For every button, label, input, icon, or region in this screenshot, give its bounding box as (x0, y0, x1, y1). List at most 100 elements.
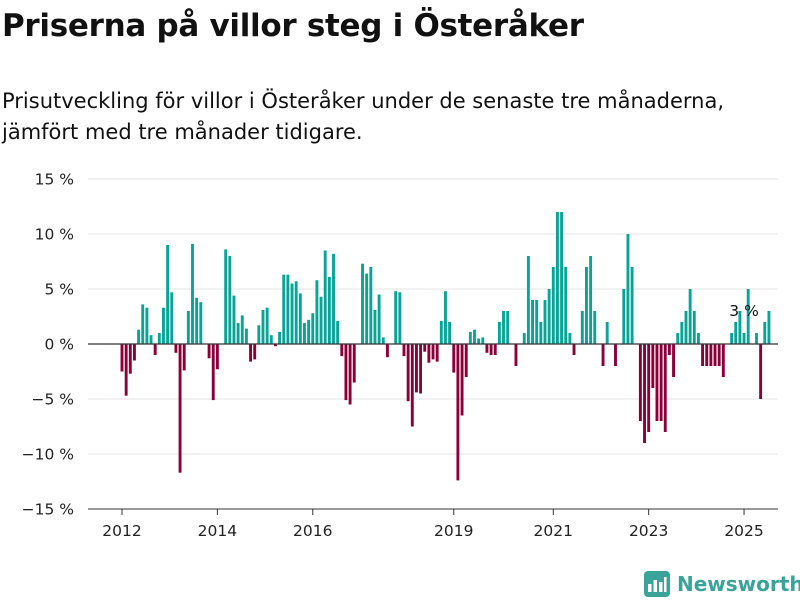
bar (120, 344, 124, 372)
bar (717, 344, 721, 366)
bar (560, 212, 564, 344)
bar (307, 319, 311, 344)
bar (734, 322, 738, 344)
bar (643, 344, 646, 443)
bar (332, 253, 335, 344)
bar (746, 289, 750, 344)
bar (249, 344, 253, 362)
bar (278, 331, 282, 344)
bar (369, 267, 373, 344)
bar (410, 344, 414, 427)
bar (564, 267, 568, 344)
bar (672, 344, 676, 377)
y-tick-label: 0 % (44, 336, 74, 354)
bar (531, 300, 535, 344)
bar (481, 337, 485, 344)
y-tick-label: 10 % (35, 226, 74, 244)
bar (493, 344, 497, 355)
bar (601, 344, 605, 366)
bar-chart: 15 % 10 % 5 % 0 % −5 % −10 % −15 % 2012 2014 2016… (22, 171, 778, 540)
bar (344, 344, 348, 401)
y-tick-label: 15 % (35, 171, 74, 189)
bar (244, 328, 248, 344)
bar (547, 289, 551, 344)
bar (705, 344, 709, 366)
x-tick-label: 2012 (102, 522, 141, 540)
bar (730, 333, 734, 344)
bar (630, 267, 634, 344)
bar (381, 337, 385, 344)
bar (701, 344, 705, 366)
bar (514, 344, 518, 366)
bar (394, 291, 398, 344)
bar (352, 344, 356, 383)
bar (709, 344, 713, 366)
bar (315, 280, 319, 344)
bar (647, 344, 651, 432)
bar (522, 333, 526, 344)
bar (423, 344, 427, 352)
page-subtitle: Prisutveckling för villor i Österåker un… (2, 89, 724, 144)
bar (572, 344, 576, 355)
x-tick-label: 2023 (629, 522, 668, 540)
bar (170, 292, 174, 344)
bar (124, 344, 128, 396)
bar (406, 344, 410, 402)
bar (207, 344, 211, 359)
bar (178, 344, 182, 473)
bar (327, 276, 331, 344)
x-tick-label: 2021 (534, 522, 573, 540)
x-tick-label: 2019 (434, 522, 473, 540)
newsworthy-icon (644, 571, 670, 597)
y-tick-label: 5 % (44, 281, 74, 299)
bar (373, 309, 377, 344)
bar (767, 311, 771, 344)
bar (680, 322, 684, 344)
bar (589, 256, 593, 344)
bar (269, 335, 273, 344)
bar (580, 311, 584, 344)
brand-logo[interactable]: Newsworthy (644, 570, 800, 598)
bar (535, 300, 539, 344)
bar (166, 245, 170, 344)
bar (713, 344, 717, 366)
bar (273, 344, 277, 347)
bar (182, 344, 186, 371)
bar (385, 344, 389, 358)
bar (340, 344, 344, 357)
bar (427, 344, 431, 363)
bar (336, 320, 340, 344)
bar (215, 344, 219, 370)
bar (377, 294, 381, 344)
bar (294, 281, 298, 344)
bar (477, 338, 481, 344)
bar (651, 344, 655, 388)
bar (348, 344, 352, 405)
bar (568, 333, 572, 344)
bar (261, 309, 265, 344)
bar (257, 325, 261, 344)
y-tick-label: −15 % (22, 501, 74, 519)
bar (365, 273, 369, 344)
bar (431, 344, 435, 360)
bar (153, 344, 157, 355)
bar (128, 344, 132, 374)
bar (186, 311, 190, 344)
bar (402, 344, 406, 357)
bar (236, 323, 240, 344)
bar (663, 344, 667, 432)
bar (157, 333, 161, 344)
bar (605, 322, 609, 344)
bar (638, 344, 642, 421)
bar (303, 323, 306, 344)
bar (419, 344, 423, 394)
bar (506, 311, 510, 344)
bar (555, 212, 559, 344)
bar (224, 249, 228, 344)
bar (265, 307, 269, 344)
bar (298, 293, 302, 344)
bar (721, 344, 725, 377)
bar (282, 274, 286, 344)
bar (755, 333, 758, 344)
bar (473, 329, 476, 344)
